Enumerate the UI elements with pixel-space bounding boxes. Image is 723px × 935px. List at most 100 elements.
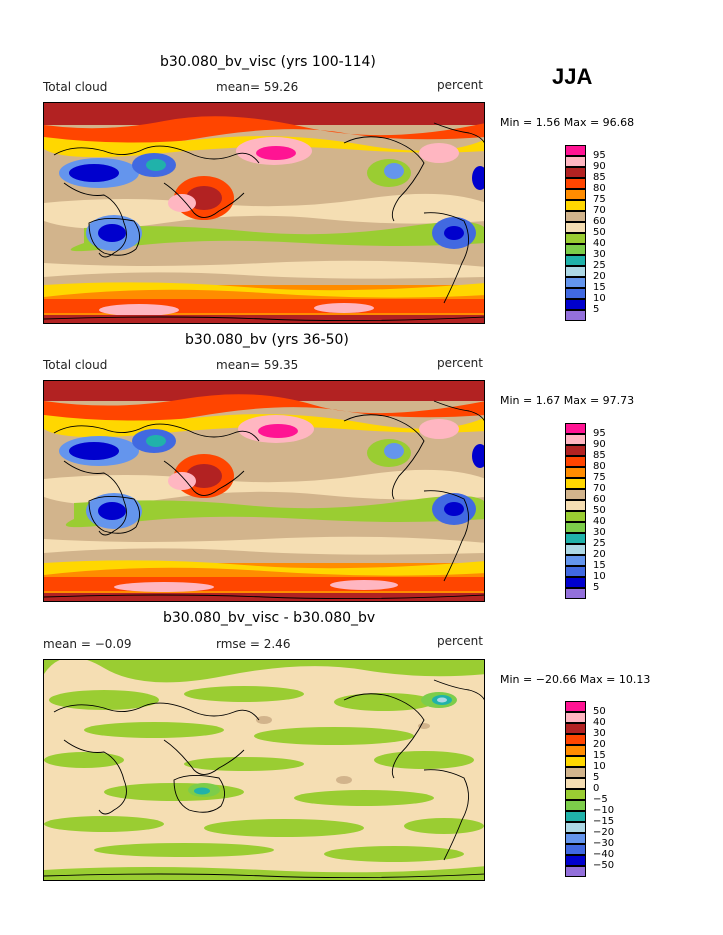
legend-label: 60 [593,494,606,505]
legend-swatch [565,822,586,833]
legend-label: 25 [593,538,606,549]
legend-swatch [565,445,586,456]
legend-swatch [565,244,586,255]
legend-swatch [565,844,586,855]
legend-swatch [565,156,586,167]
legend-label: 5 [593,582,600,593]
legend-swatch [565,778,586,789]
legend-label: 15 [593,750,606,761]
legend-swatch [565,701,586,712]
panel-3-map [43,659,485,881]
legend-label: 95 [593,428,606,439]
legend-label: 30 [593,527,606,538]
legend-swatch [565,277,586,288]
legend-swatch [565,756,586,767]
legend-swatch [565,500,586,511]
legend-label: −40 [593,849,615,860]
legend-swatch [565,745,586,756]
legend-label: −20 [593,827,615,838]
legend-swatch [565,588,586,599]
legend-swatch [565,200,586,211]
legend-label: 20 [593,271,606,282]
legend-label: 25 [593,260,606,271]
legend-swatch [565,288,586,299]
legend-swatch [565,522,586,533]
legend-label: 40 [593,238,606,249]
legend-label: 70 [593,483,606,494]
legend-swatch [565,555,586,566]
legend-swatch [565,511,586,522]
legend-swatch [565,467,586,478]
legend-label: −30 [593,838,615,849]
legend-label: 70 [593,205,606,216]
panel-3-units-label: percent [437,634,483,648]
legend-label: 85 [593,172,606,183]
legend-label: 20 [593,739,606,750]
legend-label: 15 [593,282,606,293]
legend-label: 0 [593,783,600,794]
legend-swatch [565,233,586,244]
legend-swatch [565,478,586,489]
legend-label: 75 [593,472,606,483]
legend-swatch [565,266,586,277]
panel-1-minmax: Min = 1.56 Max = 96.68 [500,116,635,129]
legend-label: 15 [593,560,606,571]
legend-label: −50 [593,860,615,871]
legend-swatch [565,866,586,877]
legend-swatch [565,811,586,822]
legend-swatch [565,489,586,500]
legend-label: 40 [593,516,606,527]
panel-2-minmax: Min = 1.67 Max = 97.73 [500,394,635,407]
legend-label: 60 [593,216,606,227]
legend-swatch [565,767,586,778]
legend-label: 5 [593,772,600,783]
legend-label: 50 [593,505,606,516]
legend-swatch [565,167,586,178]
legend-swatch [565,310,586,321]
panel-2-title: b30.080_bv (yrs 36-50) [185,332,349,348]
legend-swatch [565,723,586,734]
legend-label: 20 [593,549,606,560]
legend-label: 50 [593,706,606,717]
panel-3-minmax: Min = −20.66 Max = 10.13 [500,673,651,686]
legend-swatch [565,434,586,445]
legend-label: 40 [593,717,606,728]
panel-1-mean-label: mean= 59.26 [216,80,299,94]
legend-label: −15 [593,816,615,827]
panel-1-left-label: Total cloud [43,80,108,94]
legend-label: 50 [593,227,606,238]
legend-swatch [565,423,586,434]
legend-label: 10 [593,293,606,304]
season-label: JJA [552,64,593,89]
panel-3-mean-label: mean = −0.09 [43,637,132,651]
legend-label: 80 [593,183,606,194]
legend-swatch [565,800,586,811]
legend-swatch [565,734,586,745]
legend-swatch [565,533,586,544]
legend-swatch [565,456,586,467]
legend-label: 90 [593,439,606,450]
legend-label: 30 [593,728,606,739]
legend-label: 80 [593,461,606,472]
panel-1-map [43,102,485,324]
legend-swatch [565,255,586,266]
panel-2-map [43,380,485,602]
legend-swatch [565,855,586,866]
panel-2-left-label: Total cloud [43,358,108,372]
legend-label: 95 [593,150,606,161]
legend-swatch [565,712,586,723]
legend-swatch [565,577,586,588]
panel-1-units-label: percent [437,78,483,92]
legend-swatch [565,789,586,800]
panel-3-rmse-label: rmse = 2.46 [216,637,291,651]
panel-2-mean-label: mean= 59.35 [216,358,299,372]
legend-swatch [565,145,586,156]
legend-swatch [565,189,586,200]
legend-swatch [565,211,586,222]
legend-swatch [565,222,586,233]
panel-1-title: b30.080_bv_visc (yrs 100-114) [160,54,376,70]
legend-swatch [565,299,586,310]
panel-2-units-label: percent [437,356,483,370]
panel-3-title: b30.080_bv_visc - b30.080_bv [163,610,376,626]
legend-label: 10 [593,761,606,772]
